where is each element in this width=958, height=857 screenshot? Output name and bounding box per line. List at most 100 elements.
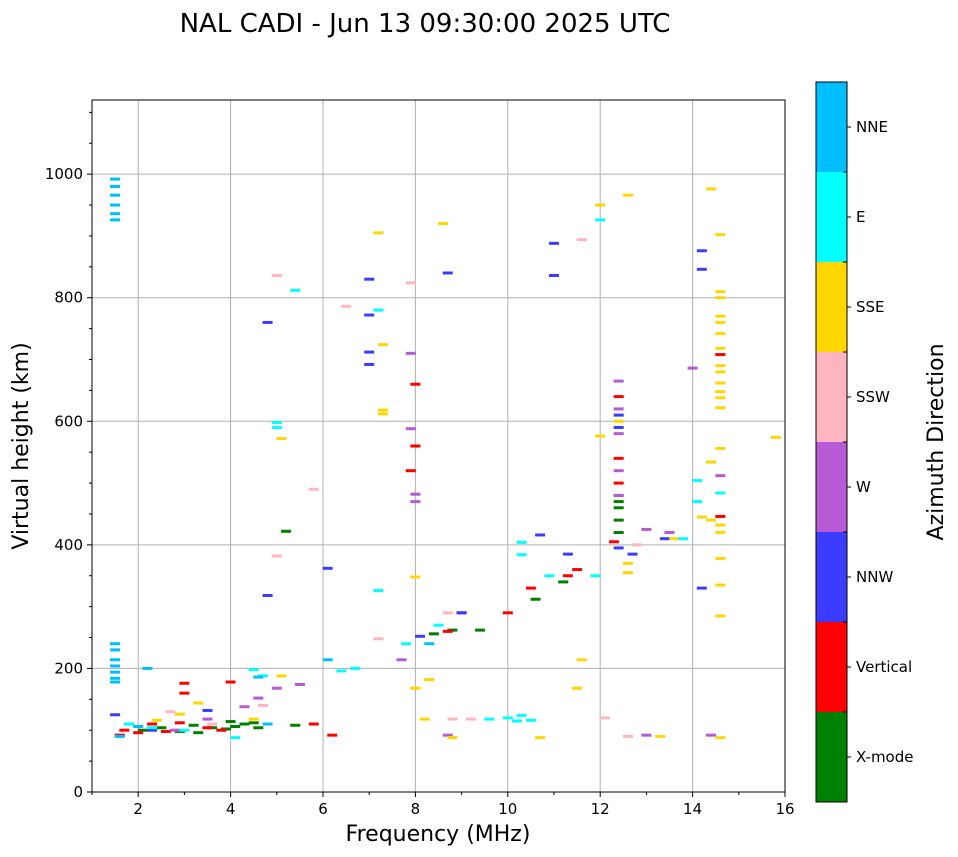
echo-point-e xyxy=(502,716,513,720)
echo-point-sse xyxy=(706,187,717,191)
echo-point-e xyxy=(271,425,282,429)
echo-point-nne xyxy=(424,642,435,646)
echo-point-sse xyxy=(613,419,624,423)
echo-point-vertical xyxy=(525,586,536,590)
echo-point-ssw xyxy=(207,722,218,726)
echo-point-sse xyxy=(715,296,726,300)
echo-point-sse xyxy=(595,203,606,207)
echo-point-ssw xyxy=(271,273,282,277)
echo-point-w xyxy=(613,469,624,473)
echo-point-e xyxy=(484,717,495,721)
echo-point-ssw xyxy=(257,704,268,707)
y-tick-label: 200 xyxy=(54,659,83,677)
echo-point-nnw xyxy=(364,362,375,366)
echo-point-x-mode xyxy=(188,723,199,727)
echo-point-sse xyxy=(715,314,726,318)
echo-point-x-mode xyxy=(230,725,241,729)
echo-point-nnw xyxy=(415,634,426,638)
echo-point-sse xyxy=(410,575,421,579)
echo-point-sse xyxy=(447,736,458,740)
echo-point-e xyxy=(290,288,301,292)
echo-point-vertical xyxy=(216,728,227,732)
echo-point-w xyxy=(253,696,264,700)
colorbar-swatch-ssw xyxy=(816,352,847,442)
echo-point-ssw xyxy=(442,611,453,615)
echo-point-e xyxy=(248,668,259,672)
echo-point-sse xyxy=(174,712,185,716)
echo-point-w xyxy=(706,733,717,737)
colorbar: X-mode Vertical NNW W SSW SSE E NNE xyxy=(815,81,913,803)
echo-point-sse xyxy=(576,658,587,662)
echo-point-nnw xyxy=(613,425,624,429)
colorbar-label: NNE xyxy=(856,118,888,136)
echo-point-nnw xyxy=(322,566,333,570)
echo-point-e xyxy=(692,500,703,504)
echo-point-e xyxy=(516,713,527,717)
echo-point-x-mode xyxy=(613,518,624,522)
echo-point-w xyxy=(613,379,624,383)
x-tick-label: 2 xyxy=(133,800,143,818)
echo-point-ssw xyxy=(447,717,458,721)
echo-point-vertical xyxy=(179,691,190,695)
echo-point-nne xyxy=(114,734,125,738)
echo-point-vertical xyxy=(133,731,144,735)
echo-point-w xyxy=(641,733,652,737)
echo-point-sse xyxy=(193,701,204,705)
echo-point-sse xyxy=(424,678,435,682)
echo-point-w xyxy=(664,531,675,534)
echo-point-sse xyxy=(715,736,726,740)
echo-point-ssw xyxy=(622,734,633,738)
echo-point-e xyxy=(373,589,384,593)
echo-point-w xyxy=(613,432,624,436)
echo-point-vertical xyxy=(160,729,171,733)
echo-point-sse xyxy=(378,412,389,416)
echo-point-x-mode xyxy=(613,531,624,534)
echo-point-nnw xyxy=(562,552,573,556)
echo-point-sse xyxy=(706,460,717,464)
echo-point-nnw xyxy=(696,249,707,253)
echo-point-sse xyxy=(378,408,389,412)
data-marks xyxy=(110,177,781,740)
echo-point-sse xyxy=(715,556,726,560)
echo-point-sse xyxy=(410,686,421,690)
echo-point-sse xyxy=(715,381,726,385)
y-tick-label: 800 xyxy=(54,289,83,307)
echo-point-w xyxy=(396,658,407,662)
echo-point-vertical xyxy=(502,611,513,615)
echo-point-x-mode xyxy=(193,731,204,735)
echo-point-w xyxy=(687,366,698,370)
colorbar-label: NNW xyxy=(856,568,893,586)
echo-point-nnw xyxy=(696,267,707,271)
y-axis-ticks: 0 200 400 600 800 1000 xyxy=(45,111,92,801)
echo-point-nne xyxy=(110,212,121,216)
echo-point-sse xyxy=(622,561,633,565)
echo-point-sse xyxy=(248,717,259,721)
colorbar-swatch-nnw xyxy=(816,532,847,622)
echo-point-e xyxy=(350,666,361,670)
echo-point-sse xyxy=(715,583,726,587)
echo-point-x-mode xyxy=(613,500,624,504)
x-tick-label: 16 xyxy=(775,800,794,818)
echo-point-e xyxy=(433,623,444,627)
echo-point-nne xyxy=(110,642,121,646)
echo-point-vertical xyxy=(179,681,190,685)
echo-point-nne xyxy=(110,664,121,668)
echo-point-nne xyxy=(110,670,121,674)
plot-frame xyxy=(91,99,786,793)
echo-point-e xyxy=(147,726,158,730)
echo-point-w xyxy=(294,682,305,686)
echo-point-vertical xyxy=(410,444,421,448)
echo-point-vertical xyxy=(119,728,130,732)
x-tick-label: 14 xyxy=(683,800,702,818)
y-tick-label: 600 xyxy=(54,412,83,430)
echo-point-w xyxy=(405,351,416,355)
echo-point-nnw xyxy=(110,713,121,717)
echo-point-vertical xyxy=(562,574,573,578)
echo-point-nne xyxy=(142,666,153,670)
echo-point-ssw xyxy=(341,304,352,308)
colorbar-swatch-sse xyxy=(816,262,847,352)
echo-point-sse xyxy=(595,434,606,438)
x-tick-label: 10 xyxy=(498,800,517,818)
echo-point-vertical xyxy=(613,481,624,485)
